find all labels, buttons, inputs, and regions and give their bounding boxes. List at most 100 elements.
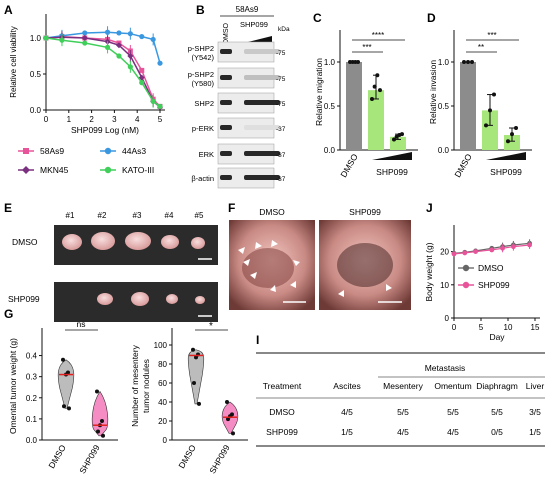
- panel-a-point-mkn45: [115, 42, 122, 49]
- panel-label-g: G: [4, 307, 13, 321]
- panel-g-point: [101, 433, 105, 438]
- blot-row-label: SHP2: [194, 99, 214, 108]
- table-cell: 1/5: [529, 427, 541, 437]
- table-cell: DMSO: [269, 407, 295, 417]
- panel-g-point: [61, 357, 65, 362]
- panel-h-y-tick-label: 0: [163, 436, 168, 445]
- f-nodule-arrowheads: [238, 240, 392, 297]
- panel-h-point: [225, 400, 229, 404]
- panel-c-migration-chart: Relative migration DMSO SHP099 0.0 0.5 1.0…: [314, 30, 418, 179]
- panel-f-necropsy-photos: DMSO SHP099: [229, 207, 411, 310]
- blot-band: [220, 125, 232, 130]
- panel-d-y-tick-label: 0.0: [438, 146, 450, 155]
- panel-c-point: [372, 84, 377, 89]
- panel-c-x-shp099: SHP099: [376, 167, 408, 177]
- panel-d-x-shp099: SHP099: [490, 167, 522, 177]
- blot-mw-marker: -75: [276, 76, 286, 83]
- blot-band: [220, 175, 232, 180]
- panel-a-point-3: [104, 44, 111, 50]
- blot-band: [220, 75, 232, 80]
- table-col-diaphragm: Diaphragm: [476, 381, 518, 391]
- panel-h-y-tick-label: 80: [158, 360, 167, 369]
- panel-a-point-1: [157, 60, 163, 66]
- panel-d-bar-1: [482, 110, 498, 150]
- blot-row-label: p-ERK: [192, 124, 214, 133]
- panel-a-point-3: [59, 37, 65, 43]
- panel-a-point-3: [43, 35, 49, 41]
- e-col-2: #2: [98, 211, 107, 220]
- panel-c-point: [400, 132, 404, 137]
- panel-c-point: [356, 60, 360, 64]
- blot-row-label: ERK: [199, 150, 214, 159]
- panel-a-y-tick-label: 0.0: [30, 106, 42, 115]
- blot-band: [244, 175, 280, 180]
- panel-c-dose-wedge: [372, 152, 412, 160]
- panel-c-sig-2: ****: [372, 31, 384, 40]
- panel-label-a: A: [4, 3, 13, 17]
- panel-c-bar-1: [368, 90, 384, 150]
- blot-mw-marker: -37: [276, 126, 286, 133]
- panel-h-sig: *: [209, 321, 213, 332]
- legend-j-shp099-marker: [462, 281, 470, 289]
- blot-cell-line: 58As9: [236, 5, 259, 14]
- panel-d-x-dmso: DMSO: [452, 152, 474, 179]
- panel-c-y-tick-label: 0.5: [324, 102, 336, 111]
- legend-kato-marker: [104, 166, 112, 174]
- panel-a-x-tick-label: 3: [112, 115, 117, 124]
- panel-g-omental-weight-chart: Omental tumor weight (g) DMSO SHP099 0.0…: [8, 319, 118, 475]
- legend-44as3-marker: [104, 147, 112, 155]
- panel-j-point: [489, 247, 495, 253]
- panel-label-c: C: [313, 11, 322, 25]
- panel-d-dose-wedge: [486, 152, 526, 160]
- panel-d-point: [462, 60, 466, 64]
- panel-h-y-tick-label: 40: [158, 398, 167, 407]
- panel-a-point-1: [139, 33, 145, 40]
- blot-row-label-sub: (Y580): [191, 79, 214, 88]
- legend-j-dmso: DMSO: [478, 263, 504, 273]
- panel-a-point-1: [127, 31, 133, 37]
- panel-g-x-shp099: SHP099: [77, 443, 102, 476]
- legend-j-dmso-marker: [462, 264, 470, 272]
- panel-h-y-tick-label: 20: [158, 417, 167, 426]
- panel-h-y-label-2: tumor nodules: [141, 359, 151, 413]
- panel-a-point-1: [82, 30, 88, 36]
- panel-c-bar-0: [346, 62, 362, 150]
- panel-c-y-tick-label: 0.0: [324, 146, 336, 155]
- panel-a-x-tick-label: 0: [44, 115, 49, 124]
- panel-d-sig-1: **: [478, 43, 484, 52]
- panel-h-point: [194, 355, 198, 360]
- blot-band: [220, 49, 232, 54]
- panel-a-point-mkn45: [81, 35, 88, 41]
- panel-h-point: [231, 431, 235, 436]
- table-cell: 1/5: [341, 427, 353, 437]
- table-cell: 4/5: [341, 407, 353, 417]
- panel-j-x-label: Day: [489, 332, 505, 342]
- e-col-4: #4: [165, 211, 174, 220]
- table-col-omentum: Omentum: [434, 381, 471, 391]
- panel-g-y-tick-label: 0.1: [26, 415, 38, 424]
- panel-d-point: [506, 139, 510, 144]
- panel-g-violin-1: [91, 390, 109, 437]
- legend-kato: KATO-III: [122, 165, 154, 175]
- panel-a-point-1: [150, 36, 156, 43]
- panel-h-point: [191, 347, 195, 352]
- panel-d-point: [514, 126, 518, 130]
- panel-g-sig: ns: [77, 319, 86, 329]
- panel-label-j: J: [426, 201, 433, 215]
- legend-mkn45: MKN45: [40, 165, 69, 175]
- panel-c-x-dmso: DMSO: [338, 152, 360, 179]
- table-col-treatment: Treatment: [263, 381, 302, 391]
- panel-h-y-label-1: Number of mesentery: [130, 344, 140, 426]
- panel-c-point: [392, 137, 396, 142]
- panel-h-point: [192, 381, 196, 385]
- panel-h-y-tick-label: 100: [154, 341, 168, 350]
- table-col-ascites: Ascites: [333, 381, 360, 391]
- panel-j-x-tick-label: 0: [452, 323, 457, 332]
- panel-c-point: [375, 73, 380, 78]
- blot-band: [244, 151, 280, 156]
- legend-j-shp099: SHP099: [478, 280, 510, 290]
- panel-h-y-tick-label: 60: [158, 379, 167, 388]
- blot-band: [220, 100, 232, 105]
- panel-b-western-blot: 58As9 DMSO SHP099 kDa p-SHP2(Y542) -75p-S…: [188, 5, 290, 189]
- panel-h-x-shp099: SHP099: [207, 443, 232, 476]
